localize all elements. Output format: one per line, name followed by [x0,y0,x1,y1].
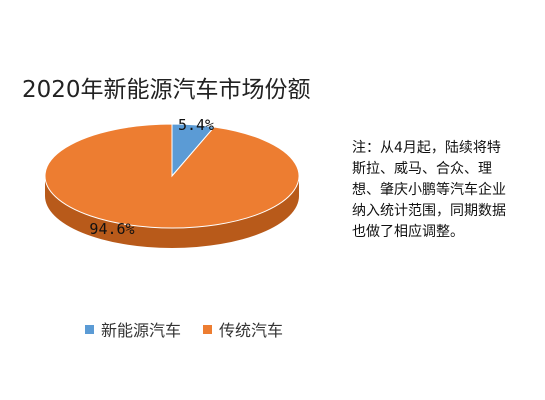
legend: 新能源汽车 传统汽车 [85,317,305,341]
legend-item-ev: 新能源汽车 [85,317,181,341]
legend-item-traditional: 传统汽车 [203,317,283,341]
pie-top-group [44,123,300,229]
legend-swatch-traditional [203,324,213,334]
legend-label-ev: 新能源汽车 [101,321,182,340]
legend-swatch-ev [85,324,94,334]
chart-title: 2020年新能源汽车市场份额 [22,77,311,103]
annotation-note: 注：从4月起，陆续将特斯拉、威马、合众、理想、肇庆小鹏等汽车企业纳入统计范围，同… [352,140,506,240]
data-label-0: 5.4% [178,116,214,134]
pie-side-group [45,176,299,248]
data-label-1: 94.6% [89,220,134,238]
pie-side-1 [45,176,299,248]
pie-labels-group: 5.4% 94.6% [89,116,214,238]
pie-slice-1 [44,123,300,229]
legend-label-traditional: 传统汽车 [219,321,284,340]
